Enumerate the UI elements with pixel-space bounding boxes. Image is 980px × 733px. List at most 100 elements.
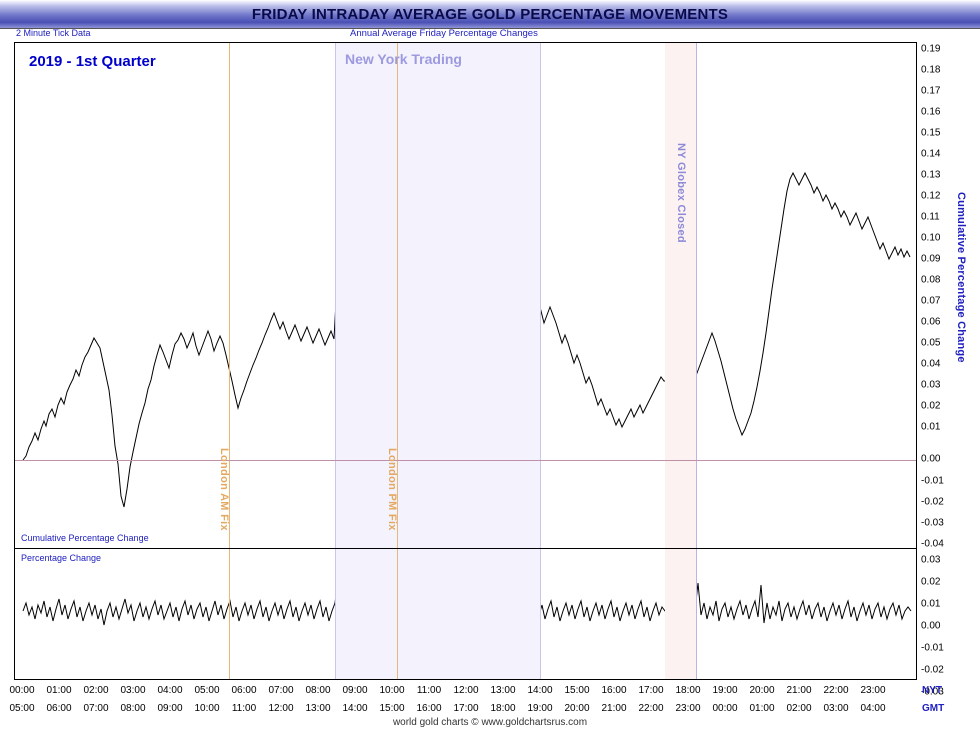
y-tick-label: 0.10 [921,232,941,244]
y-tick-label: 0.08 [921,274,941,286]
quarter-label: 2019 - 1st Quarter [29,53,156,70]
footer-credit: world gold charts © www.goldchartsrus.co… [392,717,588,728]
y-tick-label: 0.12 [921,190,941,202]
x-tick-nyt: 10:00 [379,685,405,696]
x-tick-gmt: 22:00 [638,703,664,714]
x-tick-gmt: 17:00 [453,703,479,714]
page-title: FRIDAY INTRADAY AVERAGE GOLD PERCENTAGE … [251,5,729,23]
y-tick-label: 0.06 [921,316,941,328]
new-york-trading-label: New York Trading [345,51,462,67]
london-pm-fix-line-lower [397,549,398,679]
x-tick-nyt: 09:00 [342,685,368,696]
x-tick-nyt: 22:00 [823,685,849,696]
x-tick-gmt: 21:00 [601,703,627,714]
ny-globex-line-lower [696,549,697,679]
x-tick-gmt: 06:00 [46,703,72,714]
y-tick-label: -0.02 [921,664,944,676]
x-axis: 00:00 01:00 02:00 03:00 04:00 05:00 06:0… [0,681,980,721]
y-tick-label: 0.01 [921,421,941,433]
chart-frame: 2019 - 1st Quarter New York Trading Lond… [14,42,917,680]
y-tick-label: 0.02 [921,576,941,588]
x-tick-nyt: 13:00 [490,685,516,696]
new-york-trading-band-lower [335,549,540,679]
x-tick-gmt: 03:00 [823,703,849,714]
y-tick-label: -0.02 [921,496,944,508]
y-axis: 0.19 0.18 0.17 0.16 0.15 0.14 0.13 0.12 … [917,42,967,698]
ny-close-line [540,43,541,548]
ny-globex-line [696,43,697,548]
y-tick-label: 0.15 [921,127,941,139]
title-bar: FRIDAY INTRADAY AVERAGE GOLD PERCENTAGE … [0,0,980,29]
ny-close-line-lower [540,549,541,679]
y-tick-label: 0.17 [921,85,941,97]
ny-open-line [335,43,336,548]
x-tick-nyt: 18:00 [675,685,701,696]
x-tick-nyt: 20:00 [749,685,775,696]
timezone-nyt-label: NYT [922,685,942,696]
bottom-panel-label: Percentage Change [21,553,102,563]
x-tick-nyt: 02:00 [83,685,109,696]
x-tick-nyt: 08:00 [305,685,331,696]
panel-divider [15,548,916,549]
x-tick-gmt: 08:00 [120,703,146,714]
x-tick-nyt: 12:00 [453,685,479,696]
x-tick-nyt: 16:00 [601,685,627,696]
london-am-fix-line [229,43,230,548]
london-pm-fix-line [397,43,398,548]
y-axis-title: Cumulative Percentage Change [955,192,967,363]
y-tick-label: 0.04 [921,358,941,370]
ny-globex-closed-band [665,43,697,548]
x-tick-gmt: 04:00 [860,703,886,714]
x-tick-nyt: 01:00 [46,685,72,696]
y-tick-label: 0.11 [921,211,940,223]
zero-reference-line [15,460,916,461]
y-tick-label: -0.01 [921,642,944,654]
y-tick-label: 0.00 [921,620,941,632]
ny-globex-closed-label: NY Globex Closed [675,143,687,243]
london-pm-fix-label: London PM Fix [386,448,398,531]
ny-globex-closed-band-lower [665,549,697,679]
x-tick-gmt: 13:00 [305,703,331,714]
x-tick-gmt: 12:00 [268,703,294,714]
x-tick-nyt: 17:00 [638,685,664,696]
new-york-trading-band [335,43,540,548]
x-tick-gmt: 07:00 [83,703,109,714]
x-tick-nyt: 00:00 [9,685,35,696]
x-tick-gmt: 01:00 [749,703,775,714]
x-tick-nyt: 04:00 [157,685,183,696]
y-tick-label: 0.19 [921,43,941,55]
y-tick-label: -0.03 [921,686,944,698]
x-tick-nyt: 06:00 [231,685,257,696]
y-tick-label: 0.03 [921,554,941,566]
london-am-fix-label: London AM Fix [218,448,230,531]
y-tick-label: 0.00 [921,453,941,465]
y-tick-label: 0.05 [921,337,941,349]
x-tick-nyt: 19:00 [712,685,738,696]
x-tick-gmt: 18:00 [490,703,516,714]
x-tick-gmt: 11:00 [231,703,257,714]
x-tick-nyt: 14:00 [527,685,553,696]
x-tick-gmt: 05:00 [9,703,35,714]
y-tick-label: 0.09 [921,253,941,265]
x-tick-gmt: 15:00 [379,703,405,714]
y-tick-label: 0.16 [921,106,941,118]
ny-open-line-lower [335,549,336,679]
percentage-change-panel: Percentage Change [15,549,916,679]
x-tick-gmt: 09:00 [157,703,183,714]
x-tick-nyt: 23:00 [860,685,886,696]
y-tick-label: 0.01 [921,598,941,610]
x-tick-gmt: 23:00 [675,703,701,714]
y-tick-label: 0.14 [921,148,941,160]
chart-subtitle: Annual Average Friday Percentage Changes [350,28,538,39]
x-tick-nyt: 05:00 [194,685,220,696]
tick-data-label: 2 Minute Tick Data [16,28,91,38]
x-tick-nyt: 11:00 [416,685,442,696]
x-tick-nyt: 07:00 [268,685,294,696]
x-tick-gmt: 02:00 [786,703,812,714]
x-tick-gmt: 20:00 [564,703,590,714]
x-tick-gmt: 14:00 [342,703,368,714]
y-tick-label: 0.18 [921,64,941,76]
timezone-gmt-label: GMT [922,703,945,714]
london-am-fix-line-lower [229,549,230,679]
cumulative-change-panel: 2019 - 1st Quarter New York Trading Lond… [15,43,916,548]
